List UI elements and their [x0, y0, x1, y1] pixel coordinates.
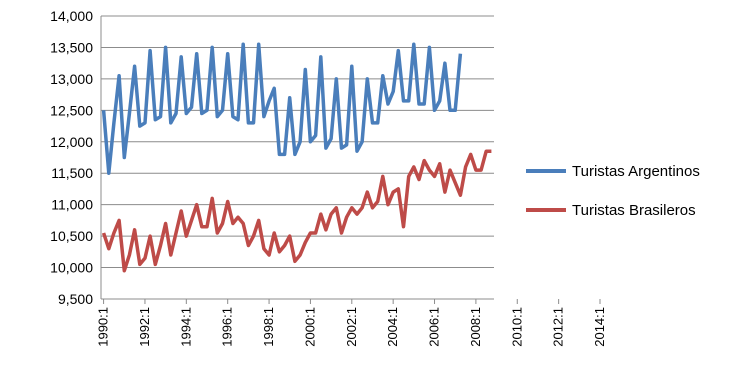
x-tick-label: 2004:1: [385, 307, 400, 347]
y-tick-label: 10,500: [50, 228, 93, 244]
gridlines: [101, 15, 494, 269]
y-tick-label: 11,000: [51, 197, 93, 213]
series-line-brasileros: [101, 149, 492, 273]
y-tick-label: 9,500: [58, 291, 93, 307]
y-tick-label: 11,500: [51, 165, 93, 181]
x-tick-label: 1996:1: [220, 307, 235, 347]
legend-label-brasileros: Turistas Brasileros: [572, 202, 696, 219]
y-tick-label: 12,500: [50, 102, 93, 118]
legend: Turistas Argentinos Turistas Brasileros: [526, 163, 700, 219]
series-line-argentinos: [101, 42, 463, 175]
axes: 9,500 10,000 10,500 11,000 11,500 12,000 12,50…: [50, 8, 607, 347]
series-lines: [101, 42, 492, 273]
x-tick-label: 1990:1: [96, 307, 111, 347]
y-tick-label: 13,000: [50, 71, 93, 87]
x-tick-label: 1992:1: [137, 307, 152, 347]
x-tick-label: 2010:1: [509, 307, 524, 347]
x-tick-label: 2002:1: [344, 307, 359, 347]
x-tick-label: 1998:1: [261, 307, 276, 347]
x-tick-label: 2012:1: [551, 307, 566, 347]
legend-label-argentinos: Turistas Argentinos: [572, 163, 700, 180]
y-tick-label: 12,000: [50, 134, 93, 150]
x-tick-label: 2008:1: [468, 307, 483, 347]
x-tick-label: 2006:1: [427, 307, 442, 347]
y-tick-label: 10,000: [50, 260, 93, 276]
y-tick-label: 13,500: [50, 39, 93, 55]
x-tick-label: 2014:1: [592, 307, 607, 347]
x-tick-label: 1994:1: [178, 307, 193, 347]
y-tick-label: 14,000: [50, 8, 93, 24]
x-tick-label: 2000:1: [302, 307, 317, 347]
